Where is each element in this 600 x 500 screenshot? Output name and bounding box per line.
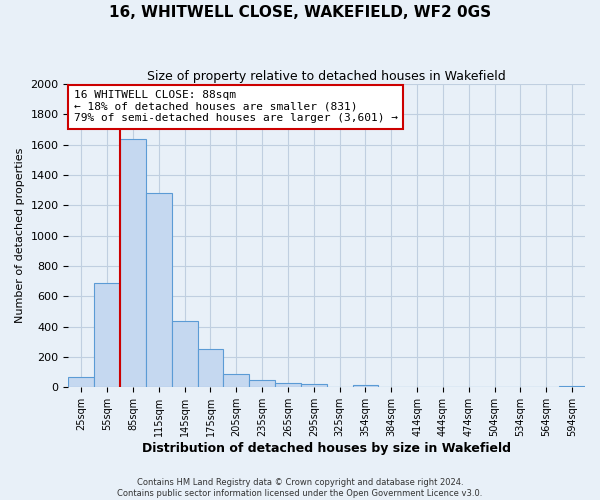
Bar: [120, 138, 146, 388]
Bar: [559, 386, 585, 388]
Title: Size of property relative to detached houses in Wakefield: Size of property relative to detached ho…: [148, 70, 506, 83]
Bar: [172, 320, 197, 388]
Bar: [353, 385, 379, 388]
Bar: [94, 282, 120, 388]
X-axis label: Distribution of detached houses by size in Wakefield: Distribution of detached houses by size …: [142, 442, 511, 455]
Text: 16 WHITWELL CLOSE: 88sqm
← 18% of detached houses are smaller (831)
79% of semi-: 16 WHITWELL CLOSE: 88sqm ← 18% of detach…: [74, 90, 398, 124]
Bar: [301, 384, 327, 388]
Bar: [223, 374, 249, 388]
Text: 16, WHITWELL CLOSE, WAKEFIELD, WF2 0GS: 16, WHITWELL CLOSE, WAKEFIELD, WF2 0GS: [109, 5, 491, 20]
Bar: [146, 194, 172, 388]
Bar: [275, 383, 301, 388]
Text: Contains HM Land Registry data © Crown copyright and database right 2024.
Contai: Contains HM Land Registry data © Crown c…: [118, 478, 482, 498]
Y-axis label: Number of detached properties: Number of detached properties: [15, 148, 25, 324]
Bar: [249, 380, 275, 388]
Bar: [68, 378, 94, 388]
Bar: [197, 350, 223, 388]
